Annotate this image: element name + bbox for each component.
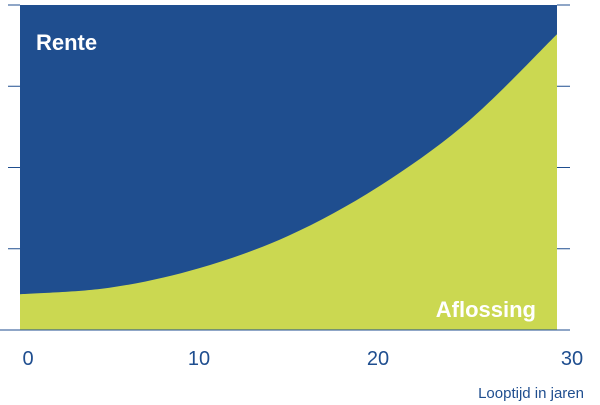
series-label-rente: Rente xyxy=(36,30,97,55)
series-label-aflossing: Aflossing xyxy=(436,297,536,322)
x-tick-label: 10 xyxy=(188,348,210,370)
x-axis-label: Looptijd in jaren xyxy=(478,385,584,402)
x-tick-label: 20 xyxy=(367,348,389,370)
axes xyxy=(0,4,570,331)
plot-area xyxy=(20,5,557,330)
x-tick-label: 30 xyxy=(561,348,583,370)
labels: 0 10 20 30 Looptijd in jaren Rente Aflossing xyxy=(22,30,584,402)
area-aflossing xyxy=(20,34,557,330)
x-tick-label: 0 xyxy=(22,348,33,370)
